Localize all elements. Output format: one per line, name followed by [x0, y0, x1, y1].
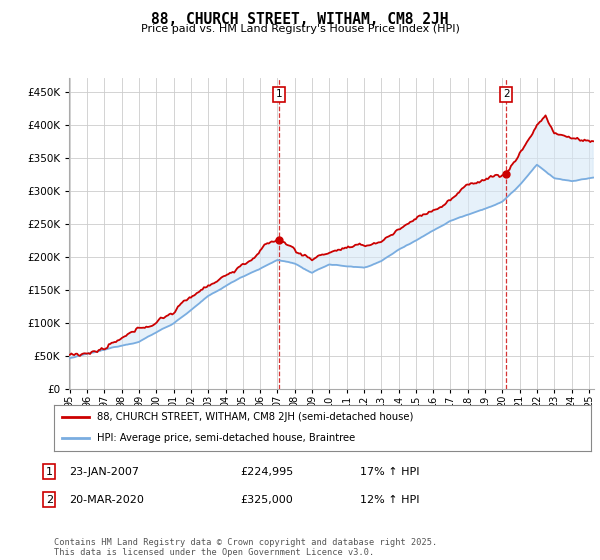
- Text: 1: 1: [275, 89, 282, 99]
- Text: £224,995: £224,995: [240, 466, 293, 477]
- Text: 12% ↑ HPI: 12% ↑ HPI: [360, 494, 419, 505]
- Text: 88, CHURCH STREET, WITHAM, CM8 2JH (semi-detached house): 88, CHURCH STREET, WITHAM, CM8 2JH (semi…: [97, 412, 413, 422]
- Text: Price paid vs. HM Land Registry's House Price Index (HPI): Price paid vs. HM Land Registry's House …: [140, 24, 460, 34]
- Text: 88, CHURCH STREET, WITHAM, CM8 2JH: 88, CHURCH STREET, WITHAM, CM8 2JH: [151, 12, 449, 27]
- Text: Contains HM Land Registry data © Crown copyright and database right 2025.
This d: Contains HM Land Registry data © Crown c…: [54, 538, 437, 557]
- Text: £325,000: £325,000: [240, 494, 293, 505]
- Text: HPI: Average price, semi-detached house, Braintree: HPI: Average price, semi-detached house,…: [97, 433, 355, 444]
- Text: 23-JAN-2007: 23-JAN-2007: [69, 466, 139, 477]
- Text: 2: 2: [46, 494, 53, 505]
- Text: 2: 2: [503, 89, 509, 99]
- Text: 17% ↑ HPI: 17% ↑ HPI: [360, 466, 419, 477]
- Text: 20-MAR-2020: 20-MAR-2020: [69, 494, 144, 505]
- Text: 1: 1: [46, 466, 53, 477]
